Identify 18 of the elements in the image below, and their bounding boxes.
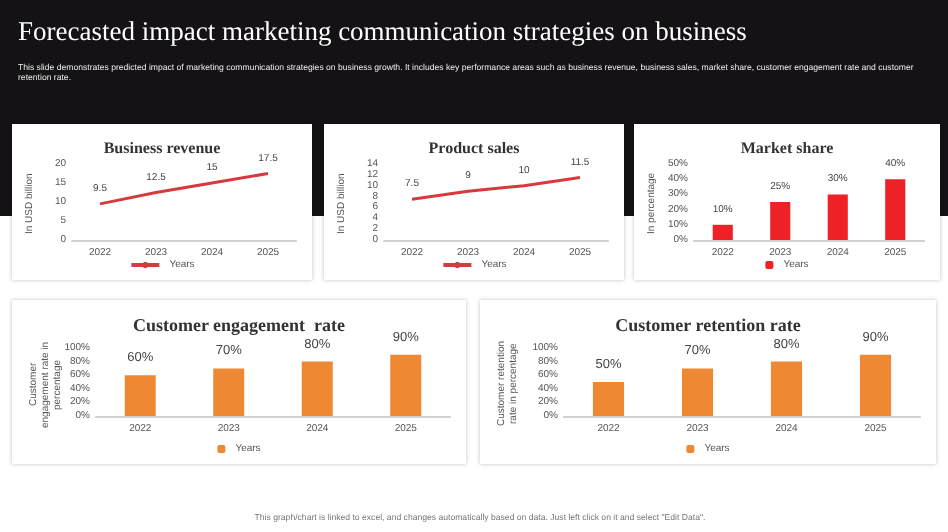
bar [712, 224, 733, 240]
chart-title: Customer engagement rate [132, 315, 346, 335]
bar [213, 368, 245, 416]
bar [827, 194, 848, 240]
bar [681, 368, 714, 416]
bar [301, 361, 333, 416]
chart-title: Market share [740, 139, 835, 157]
bar [124, 375, 156, 416]
bar [885, 179, 906, 240]
bar [859, 354, 892, 416]
chart-title: Customer retention rate [615, 315, 801, 335]
bar [592, 382, 625, 416]
text: Forecasted impact marketing communication strategies on business [18, 16, 747, 48]
bar [770, 202, 791, 240]
chart-title: Product sales [428, 139, 520, 157]
bar [390, 354, 422, 416]
bar [770, 361, 803, 416]
chart-title: Business revenue [103, 139, 222, 157]
